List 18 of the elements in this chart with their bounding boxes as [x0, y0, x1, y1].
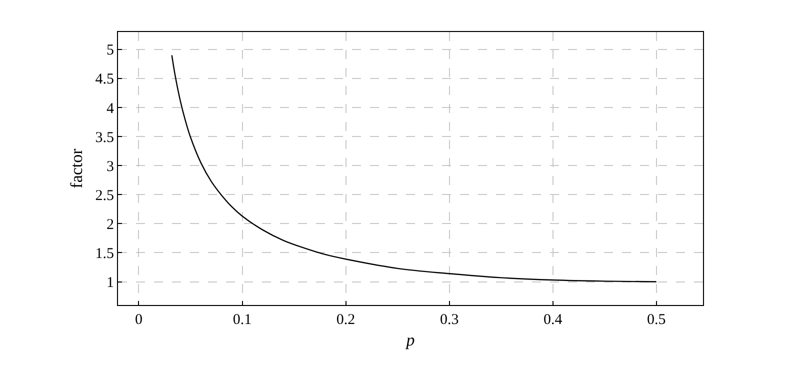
y-tick-label: 3.5 [95, 130, 114, 146]
x-tick-label: 0.5 [647, 312, 666, 328]
y-tick-label: 4 [106, 100, 114, 117]
y-tick-label: 4.5 [95, 72, 114, 88]
x-tick-label: 0.1 [232, 312, 252, 328]
x-tick-label: 0.4 [543, 312, 563, 328]
x-tick-label: 0 [134, 312, 142, 328]
y-axis-title: factor [66, 148, 86, 188]
y-tick-label: 1 [106, 275, 114, 292]
y-tick-label: 5 [106, 42, 114, 59]
line-series [171, 54, 658, 282]
y-tick-label: 3 [106, 158, 114, 175]
x-axis-title: p [405, 330, 415, 350]
y-tick-label: 2 [106, 216, 114, 233]
y-tick-label: 1.5 [95, 246, 114, 262]
x-tick-label: 0.2 [336, 312, 356, 328]
x-tick-label: 0.3 [440, 312, 459, 328]
y-tick-label: 2.5 [95, 188, 114, 204]
